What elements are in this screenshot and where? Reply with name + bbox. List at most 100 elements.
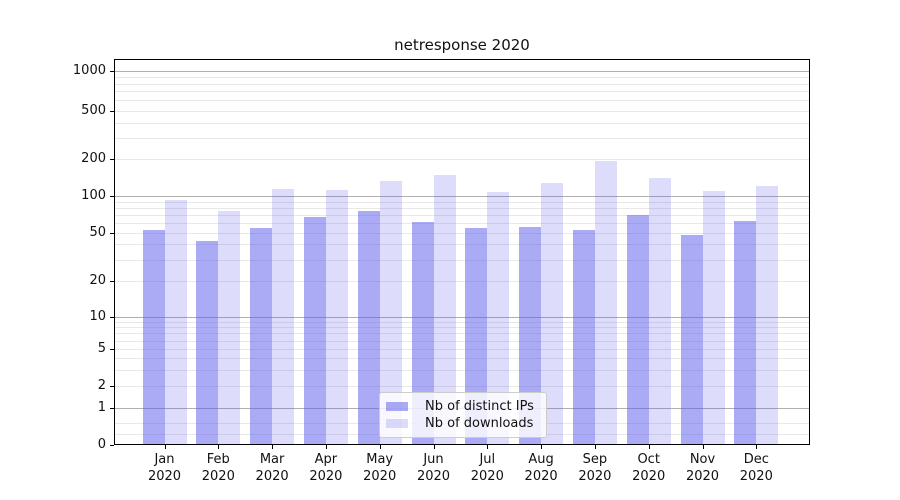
legend-swatch-nb-of-distinct-ips [386,402,408,411]
legend-swatch-nb-of-downloads [386,419,408,428]
gridline-minor [114,207,810,209]
bar-nb-of-distinct-ips-sep-2020 [572,229,595,445]
gridline-minor [114,159,810,160]
x-tick-label: Oct 2020 [619,451,679,485]
y-tick [110,159,114,160]
x-tick [756,445,758,449]
x-tick-label: Apr 2020 [296,451,356,485]
x-tick-label-month: Dec [743,452,769,467]
gridline-minor [114,244,810,246]
x-tick [487,445,489,449]
legend-label-nb-of-downloads: Nb of downloads [425,416,534,431]
gridline-minor [114,214,810,216]
x-tick-label-month: Mar [259,452,285,467]
y-tick [110,386,114,387]
x-tick-label: Sep 2020 [565,451,625,485]
x-tick-label: Aug 2020 [511,451,571,485]
y-tick-label: 200 [81,151,106,166]
gridline-minor [114,333,810,335]
gridline-minor [114,201,810,203]
x-tick-label: Jul 2020 [457,451,517,485]
bar-nb-of-distinct-ips-jan-2020 [142,229,165,445]
y-tick-label: 500 [81,103,106,118]
gridline-minor [114,321,810,323]
y-tick [110,111,114,112]
x-tick-label-year: 2020 [739,469,773,484]
legend-label-nb-of-distinct-ips: Nb of distinct IPs [425,399,534,414]
gridline-minor [114,91,810,93]
gridline-minor [114,137,810,139]
bar-nb-of-downloads-dec-2020 [756,186,779,445]
x-tick [164,445,166,449]
x-tick-label-month: Sep [582,452,608,467]
bar-nb-of-distinct-ips-aug-2020 [519,226,542,445]
y-tick-label: 1000 [72,62,106,78]
bar-nb-of-downloads-jun-2020 [433,175,456,445]
x-tick-label-month: Jan [154,452,175,467]
y-tick [110,232,114,234]
gridline-minor [114,223,810,225]
x-tick-label: Jan 2020 [135,451,195,485]
x-tick [325,445,327,449]
x-tick-label-year: 2020 [470,469,504,484]
x-tick [272,445,274,449]
bar-nb-of-downloads-aug-2020 [541,182,564,445]
x-tick-label-year: 2020 [416,469,451,484]
gridline-minor [114,83,810,85]
x-tick [648,445,650,449]
legend-row-nb-of-downloads: Nb of downloads [386,415,534,432]
y-tick-label: 2 [97,378,106,393]
gridline-minor [114,232,810,234]
x-tick [594,445,596,449]
bar-nb-of-downloads-mar-2020 [272,189,295,445]
y-tick [110,196,114,197]
x-tick [541,445,543,449]
gridline-minor [114,76,810,78]
x-tick-label: Nov 2020 [673,451,733,485]
x-tick-label: Feb 2020 [188,451,248,485]
bar-nb-of-distinct-ips-dec-2020 [734,221,757,445]
x-tick-label-year: 2020 [578,469,612,484]
gridline-major [114,316,810,318]
gridline-minor [114,386,810,387]
x-tick-label-year: 2020 [147,469,182,484]
x-tick [218,445,220,449]
y-tick [110,316,114,318]
gridline-minor [114,327,810,329]
y-tick [110,445,114,446]
x-tick-label-month: Aug [528,452,554,467]
bar-nb-of-downloads-sep-2020 [594,161,617,445]
y-tick-label: 50 [89,224,106,240]
y-tick [110,407,114,409]
y-tick-label: 0 [97,437,106,452]
x-tick [702,445,704,449]
bar-nb-of-downloads-may-2020 [379,181,402,445]
y-tick-label: 20 [89,273,106,288]
bar-nb-of-distinct-ips-apr-2020 [303,217,326,445]
x-tick-label-month: May [366,452,394,467]
legend-row-nb-of-distinct-ips: Nb of distinct IPs [386,398,534,415]
bar-nb-of-downloads-apr-2020 [325,189,348,445]
gridline-minor [114,259,810,261]
y-tick [110,349,114,351]
y-tick-label: 10 [89,308,106,324]
chart-title: netresponse 2020 [394,36,530,54]
x-tick-label-month: Jun [423,452,444,467]
x-tick-label-month: Oct [637,452,660,467]
x-tick-label-month: Feb [206,452,230,467]
gridline-minor [114,349,810,351]
x-tick-label-year: 2020 [201,469,235,484]
bar-nb-of-distinct-ips-may-2020 [357,211,380,445]
bar-nb-of-distinct-ips-mar-2020 [250,227,273,445]
gridline-minor [114,122,810,124]
bar-nb-of-distinct-ips-oct-2020 [626,214,649,445]
x-tick-label-year: 2020 [685,469,720,484]
gridline-minor [114,358,810,360]
gridline-minor [114,100,810,102]
y-tick-label: 100 [81,188,106,203]
x-tick-label: Mar 2020 [242,451,302,485]
bar-nb-of-downloads-jul-2020 [487,191,510,445]
bar-nb-of-distinct-ips-feb-2020 [196,240,219,445]
